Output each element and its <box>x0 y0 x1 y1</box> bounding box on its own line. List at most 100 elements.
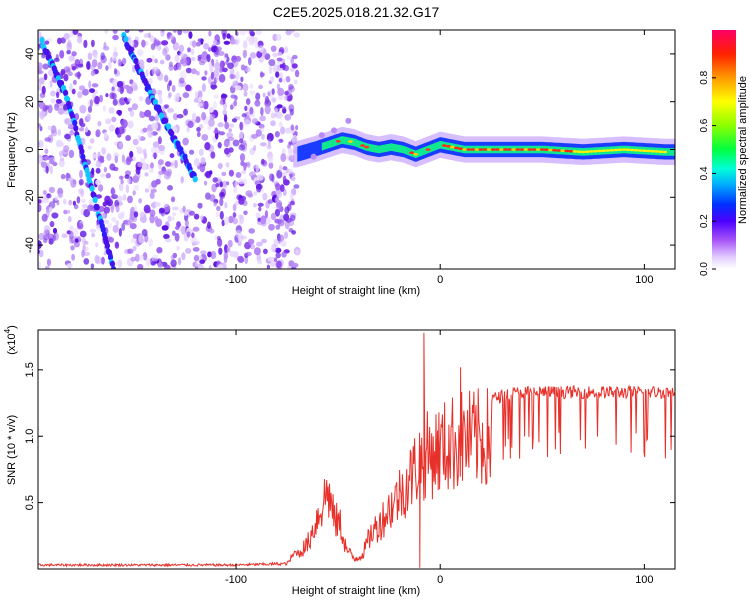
noise-speckle <box>97 61 103 70</box>
noise-speckle <box>44 40 50 45</box>
noise-speckle <box>285 76 291 83</box>
noise-speckle <box>245 98 251 105</box>
noise-speckle <box>274 208 280 217</box>
noise-speckle <box>149 191 155 199</box>
noise-speckle <box>275 111 283 119</box>
noise-speckle <box>79 104 87 114</box>
noise-speckle <box>190 48 195 56</box>
snr-frame <box>37 329 676 570</box>
main-trace-peak <box>486 148 492 151</box>
noise-speckle <box>261 158 265 165</box>
noise-speckle <box>213 201 217 207</box>
noise-speckle <box>105 93 109 98</box>
main-trace-peak <box>654 150 659 153</box>
snr-ylabel: SNR (10 * v/v) <box>6 415 18 485</box>
noise-speckle <box>118 142 123 148</box>
noise-speckle <box>81 249 85 258</box>
noise-speckle <box>152 152 158 159</box>
noise-speckle <box>111 116 117 123</box>
noise-speckle <box>274 218 280 224</box>
noise-speckle <box>238 178 244 185</box>
noise-speckle <box>138 96 144 102</box>
noise-speckle <box>201 112 207 121</box>
noise-speckle <box>123 97 128 102</box>
noise-speckle <box>217 238 223 247</box>
noise-speckle <box>119 86 124 95</box>
noise-speckle <box>163 170 170 176</box>
noise-speckle <box>289 201 295 206</box>
main-trace-peak <box>490 148 496 151</box>
noise-speckle <box>71 88 76 95</box>
left-trace-point <box>94 203 100 211</box>
noise-speckle <box>91 83 99 88</box>
main-trace-peak <box>458 147 463 150</box>
x-tick-label: -100 <box>225 274 247 286</box>
noise-speckle <box>124 174 130 179</box>
noise-speckle <box>87 204 94 212</box>
noise-speckle <box>155 89 163 95</box>
noise-speckle <box>215 59 219 67</box>
spectrogram-xlabel: Height of straight line (km) <box>292 285 420 297</box>
colorbar-tick-label: 0.8 <box>699 70 710 84</box>
noise-speckle <box>74 59 81 67</box>
noise-speckle <box>218 247 223 255</box>
noise-speckle <box>224 202 228 209</box>
noise-speckle <box>240 235 247 240</box>
noise-speckle <box>145 257 151 267</box>
noise-speckle <box>213 94 219 99</box>
noise-speckle <box>57 193 64 199</box>
noise-speckle <box>109 163 116 171</box>
noise-speckle <box>133 184 139 191</box>
noise-speckle <box>224 121 230 130</box>
main-trace-peak <box>425 148 431 151</box>
main-trace-peak <box>409 151 414 154</box>
noise-speckle <box>143 152 148 160</box>
noise-speckle <box>66 173 71 179</box>
main-trace-peak <box>568 149 574 153</box>
noise-speckle <box>68 199 73 206</box>
main-trace-peak <box>548 148 553 152</box>
noise-speckle <box>249 30 254 35</box>
noise-speckle <box>253 247 261 256</box>
noise-speckle <box>130 237 136 244</box>
main-trace-peak <box>621 148 627 151</box>
stray-blob <box>331 127 338 134</box>
noise-speckle <box>174 232 180 242</box>
main-trace-peak <box>576 150 582 153</box>
noise-speckle <box>223 114 228 123</box>
noise-speckle <box>235 172 242 178</box>
noise-speckle <box>206 54 211 63</box>
noise-speckle <box>208 30 212 37</box>
noise-speckle <box>210 151 216 159</box>
noise-speckle <box>222 109 228 115</box>
noise-speckle <box>172 252 178 259</box>
noise-speckle <box>281 251 287 258</box>
main-trace-peak <box>625 148 631 151</box>
noise-speckle <box>219 210 224 220</box>
noise-speckle <box>169 34 174 40</box>
noise-speckle <box>189 149 195 155</box>
noise-speckle <box>201 134 209 141</box>
noise-speckle <box>96 194 102 199</box>
noise-speckle <box>217 142 222 149</box>
main-trace-peak <box>466 148 472 151</box>
noise-speckle <box>278 121 283 128</box>
noise-speckle <box>155 113 159 122</box>
noise-speckle <box>249 106 254 115</box>
noise-speckle <box>60 173 66 180</box>
noise-speckle <box>38 31 42 37</box>
noise-speckle <box>38 101 46 110</box>
noise-speckle <box>78 118 84 127</box>
noise-speckle <box>255 92 261 101</box>
noise-speckle <box>199 259 206 265</box>
noise-speckle <box>83 258 90 265</box>
noise-speckle <box>135 253 140 262</box>
main-trace-peak <box>646 149 651 153</box>
noise-speckle <box>188 31 193 39</box>
noise-speckle <box>261 133 265 140</box>
noise-speckle <box>235 37 240 46</box>
noise-speckle <box>125 184 130 193</box>
noise-speckle <box>193 158 200 167</box>
noise-speckle <box>190 237 198 244</box>
noise-speckle <box>82 88 89 96</box>
